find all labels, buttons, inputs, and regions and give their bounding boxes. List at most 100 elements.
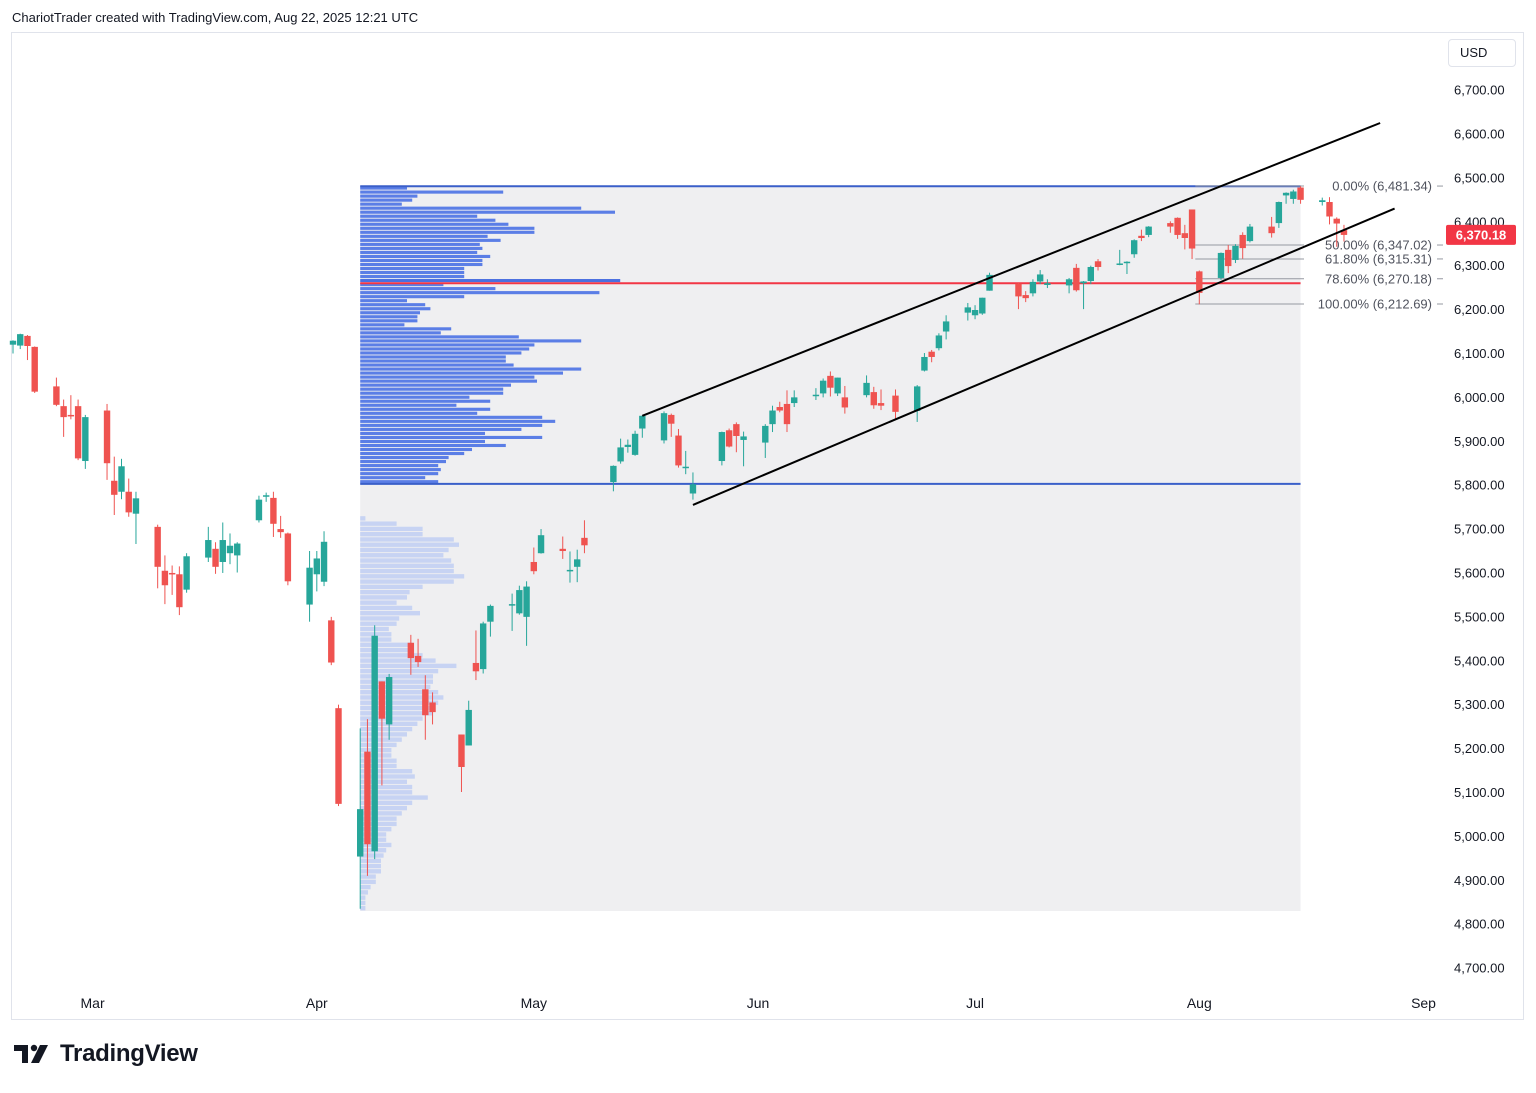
time-axis-label: Jul bbox=[966, 995, 984, 1011]
candle-down bbox=[270, 497, 277, 524]
candle-up bbox=[812, 394, 820, 397]
price-axis-label: 6,700.00 bbox=[1454, 83, 1505, 98]
volume-profile-bar bbox=[360, 621, 397, 626]
volume-profile-bar bbox=[360, 568, 454, 574]
candle-up bbox=[9, 340, 17, 345]
volume-profile-bar bbox=[360, 190, 504, 194]
volume-profile-bar bbox=[360, 616, 400, 621]
candle-down bbox=[458, 734, 465, 767]
volume-profile-bar bbox=[360, 327, 452, 331]
volume-profile-bar bbox=[360, 605, 413, 611]
volume-profile-bar bbox=[360, 246, 483, 250]
volume-profile-bar bbox=[360, 186, 408, 190]
candle-up bbox=[234, 543, 241, 556]
volume-profile-bar bbox=[360, 214, 478, 218]
volume-profile-bar bbox=[360, 202, 402, 206]
volume-profile-bar bbox=[360, 363, 514, 367]
volume-profile-bar bbox=[360, 526, 423, 532]
candle-down bbox=[1188, 209, 1196, 249]
volume-profile-bar bbox=[360, 258, 483, 263]
candle-up bbox=[1232, 245, 1239, 260]
time-axis-label: Mar bbox=[81, 995, 105, 1011]
volume-profile-layer bbox=[360, 186, 621, 911]
volume-profile-bar bbox=[360, 254, 491, 259]
candle-up bbox=[508, 604, 516, 606]
volume-profile-bar bbox=[360, 589, 410, 595]
candle-down bbox=[1174, 217, 1181, 235]
fib-level-label: 61.80% (6,315.31) bbox=[1325, 251, 1432, 266]
volume-profile-bar bbox=[360, 816, 397, 821]
candle-up bbox=[523, 586, 530, 617]
volume-profile-bar bbox=[360, 431, 486, 435]
candle-down bbox=[827, 375, 834, 388]
time-axis-label: Sep bbox=[1411, 995, 1436, 1011]
price-axis-label: 5,000.00 bbox=[1454, 829, 1505, 844]
currency-button[interactable]: USD bbox=[1448, 39, 1516, 67]
price-axis-label: 5,800.00 bbox=[1454, 478, 1505, 493]
volume-profile-bar bbox=[360, 283, 444, 287]
volume-profile-bar bbox=[360, 383, 512, 387]
candle-down bbox=[335, 708, 342, 804]
volume-profile-bar bbox=[360, 853, 384, 858]
volume-profile-bar bbox=[360, 742, 397, 748]
volume-profile-bar bbox=[360, 884, 371, 890]
volume-profile-bar bbox=[360, 547, 449, 553]
candle-down bbox=[1297, 187, 1304, 200]
volume-profile-bar bbox=[360, 468, 441, 472]
candle-down bbox=[111, 480, 118, 495]
volume-profile-bar bbox=[360, 695, 444, 700]
volume-profile-bar bbox=[360, 758, 397, 763]
candle-up bbox=[574, 559, 581, 567]
candle-up bbox=[913, 386, 921, 411]
candle-down bbox=[1340, 230, 1348, 235]
volume-profile-bar bbox=[360, 415, 543, 419]
volume-profile-bar bbox=[360, 395, 470, 399]
candle-up bbox=[262, 495, 270, 497]
volume-profile-bar bbox=[360, 690, 439, 695]
volume-profile-bar bbox=[360, 879, 376, 885]
volume-profile-bar bbox=[360, 600, 397, 605]
last-price-tag-layer: 6,370.18 bbox=[1446, 224, 1516, 245]
candle-down bbox=[364, 751, 371, 845]
volume-profile-bar bbox=[360, 455, 449, 460]
volume-profile-bar bbox=[360, 218, 496, 222]
candle-down bbox=[530, 561, 538, 572]
volume-profile-bar bbox=[360, 779, 408, 784]
volume-profile-bar bbox=[360, 595, 408, 600]
candle-down bbox=[176, 574, 183, 608]
volume-profile-bar bbox=[360, 769, 413, 774]
volume-profile-bar bbox=[360, 323, 405, 327]
volume-profile-bar bbox=[360, 821, 397, 827]
price-axis-label: 5,600.00 bbox=[1454, 565, 1505, 580]
candle-down bbox=[74, 406, 82, 459]
candle-up bbox=[219, 540, 226, 562]
candle-down bbox=[1333, 218, 1340, 224]
fibonacci-layer: 0.00% (6,481.34) 50.00% (6,347.02)61.80% … bbox=[1195, 179, 1443, 311]
candle-up bbox=[1044, 283, 1051, 285]
candle-up bbox=[516, 590, 523, 614]
volume-profile-bar bbox=[360, 279, 621, 283]
volume-profile-bar bbox=[360, 234, 488, 238]
fib-level-label: 50.00% (6,347.02) bbox=[1325, 238, 1432, 253]
candle-down bbox=[154, 526, 161, 567]
candle-up bbox=[639, 415, 646, 429]
volume-profile-bar bbox=[360, 531, 423, 537]
price-axis-label: 5,300.00 bbox=[1454, 697, 1505, 712]
price-axis-label: 6,000.00 bbox=[1454, 390, 1505, 405]
volume-profile-bar bbox=[360, 367, 582, 371]
price-axis-label: 6,300.00 bbox=[1454, 258, 1505, 273]
candle-up bbox=[1029, 281, 1037, 294]
chart-panel[interactable] bbox=[11, 32, 1524, 1020]
tradingview-logo[interactable]: TradingView bbox=[14, 1040, 198, 1068]
volume-profile-bar bbox=[360, 668, 439, 674]
volume-profile-bar bbox=[360, 584, 423, 590]
candle-up bbox=[1036, 274, 1044, 282]
volume-profile-bar bbox=[360, 800, 413, 806]
time-axis-label: Apr bbox=[306, 995, 328, 1011]
volume-profile-bar bbox=[360, 674, 434, 679]
volume-profile-bar bbox=[360, 435, 543, 440]
candle-up bbox=[205, 540, 212, 558]
volume-profile-bar bbox=[360, 900, 366, 906]
candle-down bbox=[212, 548, 219, 567]
